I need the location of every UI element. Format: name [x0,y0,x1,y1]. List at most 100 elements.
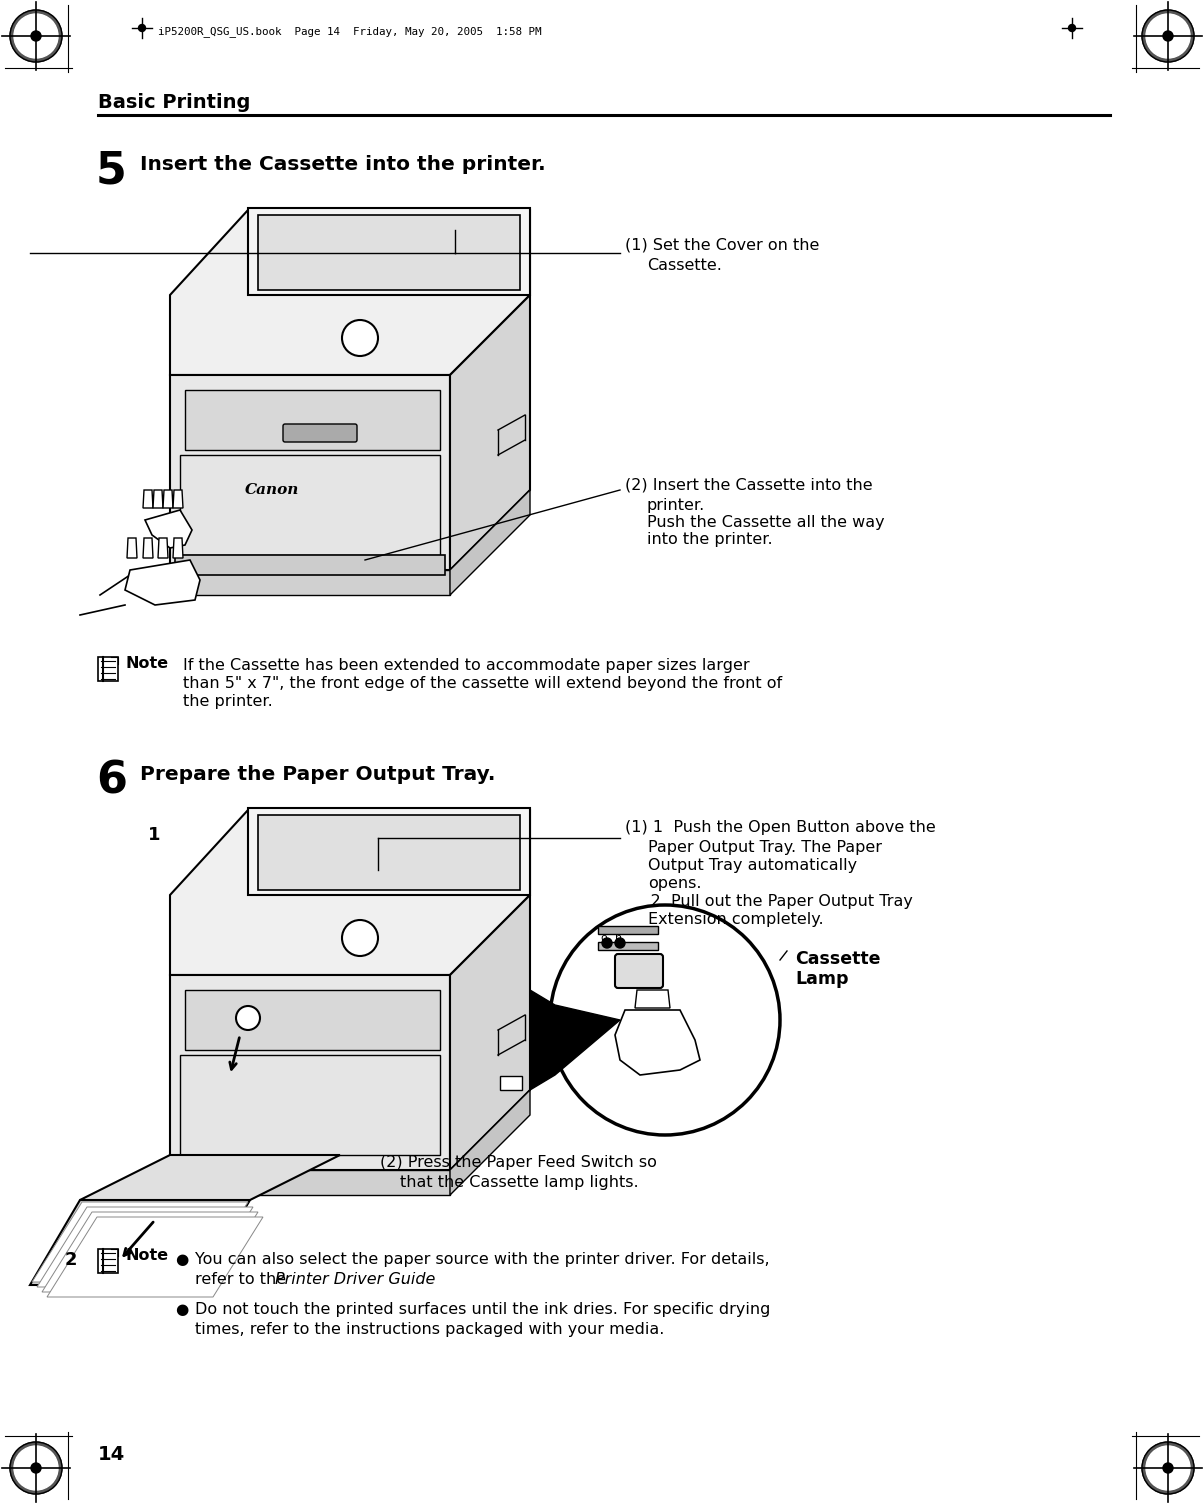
Text: Note: Note [126,657,169,671]
Text: into the printer.: into the printer. [647,532,773,547]
Circle shape [550,905,780,1136]
Text: Extension completely.: Extension completely. [648,911,824,926]
Bar [98,1248,118,1272]
Polygon shape [143,490,153,508]
Polygon shape [143,538,153,558]
Text: Lamp: Lamp [795,970,849,988]
Bar [598,926,659,934]
Text: that the Cassette lamp lights.: that the Cassette lamp lights. [400,1175,638,1190]
Polygon shape [125,559,200,605]
Polygon shape [170,211,530,374]
Polygon shape [450,295,530,570]
Polygon shape [126,538,137,558]
Text: If the Cassette has been extended to accommodate paper sizes larger: If the Cassette has been extended to acc… [183,659,750,672]
Bar [598,942,659,951]
Polygon shape [170,570,450,596]
Polygon shape [33,1202,248,1281]
Text: 2: 2 [65,1251,77,1269]
Text: the printer.: the printer. [183,693,273,708]
Polygon shape [163,490,173,508]
Text: iP5200R_QSG_US.book  Page 14  Friday, May 20, 2005  1:58 PM: iP5200R_QSG_US.book Page 14 Friday, May … [158,27,542,38]
Polygon shape [175,555,445,575]
Ellipse shape [1143,1442,1194,1493]
Text: (1) Set the Cover on the: (1) Set the Cover on the [625,238,820,253]
Polygon shape [153,490,163,508]
Polygon shape [185,990,439,1050]
Text: Note: Note [126,1248,169,1263]
Polygon shape [170,975,450,1170]
Text: times, refer to the instructions packaged with your media.: times, refer to the instructions package… [195,1322,665,1337]
Polygon shape [79,1155,340,1200]
Text: ●: ● [175,1251,188,1266]
Circle shape [342,320,378,356]
Text: (1) 1  Push the Open Button above the: (1) 1 Push the Open Button above the [625,820,936,835]
Text: Push the Cassette all the way: Push the Cassette all the way [647,514,885,529]
Text: .: . [400,1272,405,1287]
Polygon shape [181,1054,439,1155]
Polygon shape [42,1212,258,1292]
Text: Prepare the Paper Output Tray.: Prepare the Paper Output Tray. [140,766,495,784]
Text: Output Tray automatically: Output Tray automatically [648,857,857,872]
Text: 2  Pull out the Paper Output Tray: 2 Pull out the Paper Output Tray [625,893,913,908]
Text: n: n [615,932,622,943]
Circle shape [342,920,378,957]
Polygon shape [30,1200,250,1284]
Polygon shape [158,538,169,558]
Text: Canon: Canon [244,483,300,496]
Circle shape [236,1006,260,1030]
Polygon shape [450,895,530,1170]
Polygon shape [170,374,450,570]
Text: printer.: printer. [647,498,706,513]
Polygon shape [258,815,520,890]
Text: Cassette.: Cassette. [647,259,722,274]
Circle shape [602,938,612,948]
Polygon shape [615,1011,700,1075]
FancyBboxPatch shape [615,954,663,988]
Text: than 5" x 7", the front edge of the cassette will extend beyond the front of: than 5" x 7", the front edge of the cass… [183,675,783,690]
Polygon shape [248,808,530,895]
Text: (2) Insert the Cassette into the: (2) Insert the Cassette into the [625,478,873,493]
Text: (2) Press the Paper Feed Switch so: (2) Press the Paper Feed Switch so [380,1155,657,1170]
Text: 5: 5 [96,150,126,193]
Polygon shape [47,1217,262,1296]
Polygon shape [185,390,439,450]
Circle shape [1068,24,1075,32]
Bar [500,1075,523,1090]
Text: refer to the: refer to the [195,1272,291,1287]
Text: Printer Driver Guide: Printer Driver Guide [275,1272,436,1287]
Polygon shape [450,1090,530,1196]
Polygon shape [635,990,669,1008]
Text: 1: 1 [148,826,160,844]
Text: opens.: opens. [648,875,702,890]
Ellipse shape [1163,1463,1173,1472]
Ellipse shape [1143,11,1194,62]
Polygon shape [37,1208,253,1287]
Polygon shape [170,1170,450,1196]
Text: You can also select the paper source with the printer driver. For details,: You can also select the paper source wit… [195,1251,769,1266]
Polygon shape [170,811,530,975]
Text: Paper Output Tray. The Paper: Paper Output Tray. The Paper [648,841,883,854]
Bar [98,657,118,681]
FancyBboxPatch shape [283,424,358,442]
Text: Basic Printing: Basic Printing [98,93,250,111]
Polygon shape [258,215,520,290]
Circle shape [615,938,625,948]
Text: ●: ● [175,1302,188,1318]
Ellipse shape [1163,32,1173,41]
Polygon shape [144,510,191,547]
Text: Insert the Cassette into the printer.: Insert the Cassette into the printer. [140,155,545,174]
Ellipse shape [1146,14,1190,59]
Polygon shape [181,456,439,555]
Polygon shape [530,990,620,1090]
Text: o: o [600,932,607,943]
Text: Cassette: Cassette [795,951,880,969]
Ellipse shape [10,1442,61,1493]
Polygon shape [450,490,530,596]
Ellipse shape [10,11,61,62]
Ellipse shape [31,32,41,41]
Ellipse shape [31,1463,41,1472]
Polygon shape [173,490,183,508]
Ellipse shape [1146,1445,1190,1490]
Text: 14: 14 [98,1445,125,1465]
Ellipse shape [14,14,58,59]
